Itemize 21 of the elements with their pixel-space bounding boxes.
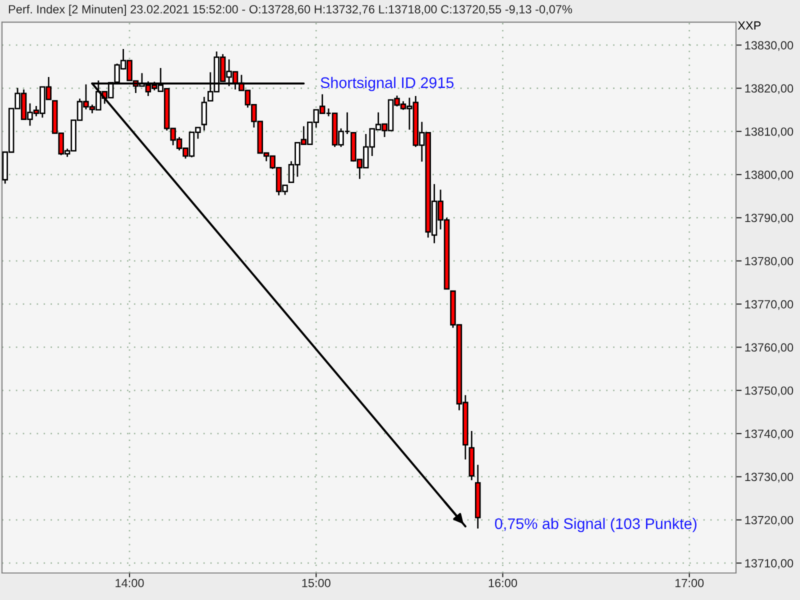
y-tick-label: 13780,00 [745,256,794,267]
x-tick-label: 16:00 [488,578,518,588]
y-tick-label: 13830,00 [745,41,794,51]
y-tick-label: 13790,00 [745,214,794,224]
annotation: 0,75% ab Signal (103 Punkte) [494,518,696,532]
annotation: Shortsignal ID 2915 [320,76,454,92]
y-tick-label: 13760,00 [745,343,794,354]
y-tick-label: 13800,00 [745,170,794,180]
chart-title: Perf. Index [2 Minuten] 23.02.2021 15:52:00 - O:13728,60 H:13732,76 L:13718,00 C:13720,55 -9,13 -0,07% [8,4,572,16]
y-tick-label: 13820,00 [745,84,794,94]
x-tick-label: 15:00 [302,578,330,588]
y-tick-label: 13730,00 [745,472,794,483]
y-tick-label: 13810,00 [745,127,794,138]
y-tick-label: 13740,00 [745,430,794,440]
y-tick-label: 13770,00 [745,300,794,310]
x-tick-label: 14:00 [116,578,144,588]
y-tick-label: 13750,00 [745,386,794,396]
x-tick-label: 17:00 [675,578,704,588]
text: XXP [738,21,761,30]
y-tick-label: 13710,00 [745,559,794,569]
y-tick-label: 13720,00 [745,516,794,526]
